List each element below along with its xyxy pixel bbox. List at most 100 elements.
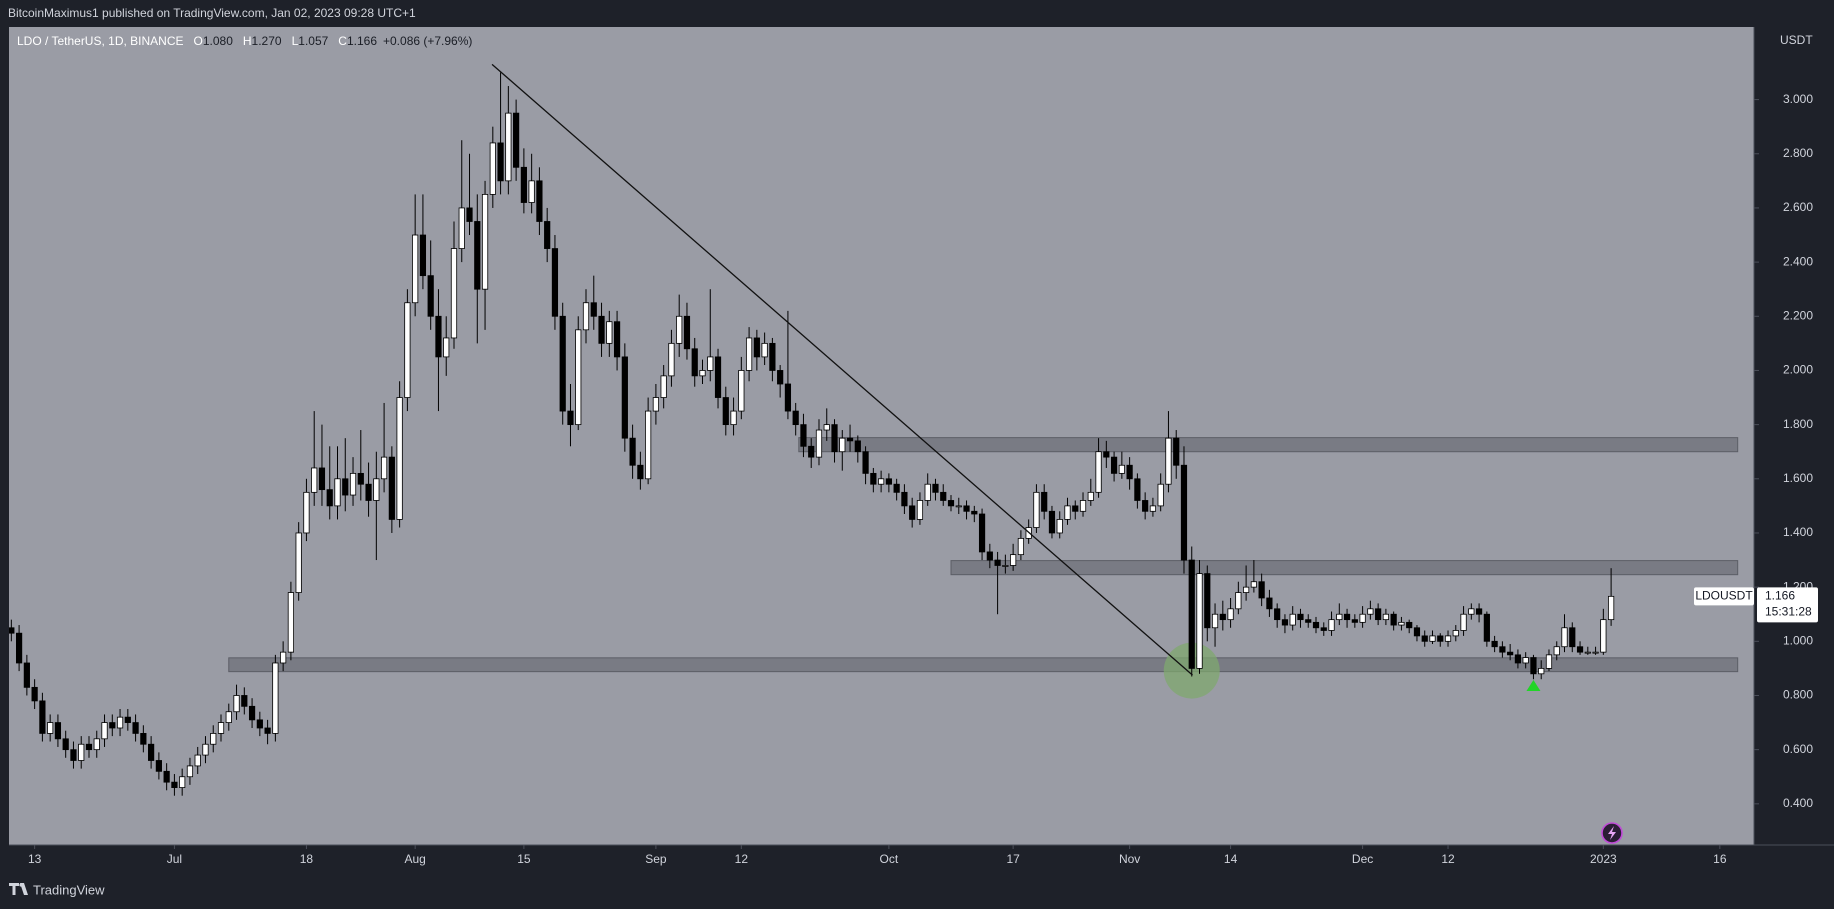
x-tick-label: Oct xyxy=(880,852,899,866)
logo xyxy=(9,883,28,895)
y-tick-label: 2.800 xyxy=(1783,146,1813,160)
candle-body xyxy=(124,716,131,723)
legend-value: 1.166 xyxy=(347,34,377,48)
candle-body xyxy=(621,356,628,439)
candle-body xyxy=(1010,554,1017,566)
candle-body xyxy=(78,743,85,761)
candle-body xyxy=(777,370,784,385)
currency: USDT xyxy=(1780,33,1813,47)
candle-body xyxy=(443,337,450,358)
candle-body xyxy=(326,489,333,507)
candle-body xyxy=(194,754,201,767)
candle-body xyxy=(652,397,660,412)
candle-body xyxy=(1561,627,1568,648)
candle-body xyxy=(47,722,54,734)
candle-body xyxy=(854,440,861,453)
candle-body xyxy=(419,234,427,277)
candle-body xyxy=(1569,627,1576,648)
candle-body xyxy=(1437,635,1444,642)
candle-body xyxy=(474,221,481,290)
candle-body xyxy=(986,551,993,561)
candle-body xyxy=(210,733,217,745)
legend-key: O xyxy=(194,34,203,48)
candle-body xyxy=(1134,478,1141,501)
candle-body xyxy=(1196,573,1203,669)
candle-body xyxy=(1514,654,1522,664)
candle-body xyxy=(225,711,232,723)
candle-body xyxy=(458,207,465,249)
candle-body xyxy=(62,738,69,751)
candle-body xyxy=(916,500,924,520)
y-tick-label: 0.400 xyxy=(1783,796,1813,810)
y-tick-label: 0.800 xyxy=(1783,688,1813,702)
candle-body xyxy=(645,410,652,480)
candle-body xyxy=(1538,667,1545,675)
candle-body xyxy=(1258,581,1265,599)
candle-body xyxy=(1530,657,1537,675)
candle-body xyxy=(1056,519,1063,534)
candle-body xyxy=(924,483,931,501)
candle-body xyxy=(481,193,489,290)
candle-body xyxy=(940,491,947,501)
candle-body xyxy=(1444,635,1452,642)
candle-body xyxy=(1398,621,1405,626)
candle-body xyxy=(963,505,970,512)
candle-body xyxy=(1281,619,1289,626)
candle-body xyxy=(575,329,582,426)
candle-body xyxy=(745,337,753,371)
candle-body xyxy=(1157,483,1164,507)
candle-body xyxy=(1103,451,1110,458)
candle-body xyxy=(1048,510,1056,534)
candle-body xyxy=(1592,651,1599,654)
x-tick-label: Jul xyxy=(167,852,182,866)
candle-body xyxy=(1522,657,1529,664)
publisher: BitcoinMaximus1 published on TradingView… xyxy=(8,6,416,20)
candle-body xyxy=(388,456,395,520)
candle-body xyxy=(1600,619,1607,653)
candle-body xyxy=(1064,505,1071,520)
candle-body xyxy=(637,464,644,480)
candle-body xyxy=(1553,646,1560,656)
candle-body xyxy=(846,437,854,442)
candle-body xyxy=(769,342,776,371)
candle-body xyxy=(870,472,877,485)
legend-key: C xyxy=(338,34,347,48)
candle-body xyxy=(691,348,698,377)
y-tick-label: 1.600 xyxy=(1783,471,1813,485)
candle-body xyxy=(1305,619,1312,623)
candle-body xyxy=(1204,573,1211,629)
candle-body xyxy=(365,483,372,501)
candle-body xyxy=(412,234,419,304)
candle-body xyxy=(528,180,535,203)
candle-body xyxy=(85,743,93,751)
legend: LDO / TetherUS, 1D, BINANCE O1.080 H1.270 L… xyxy=(17,34,472,48)
countdown: 15:31:28 xyxy=(1765,605,1812,619)
candle-body xyxy=(901,491,908,507)
candle-body xyxy=(1429,635,1436,642)
candle-body xyxy=(699,370,706,377)
candle-body xyxy=(815,429,823,458)
candle-body xyxy=(1507,651,1514,656)
y-tick-label: 1.400 xyxy=(1783,525,1813,539)
change: +0.086 (+7.96%) xyxy=(383,34,472,48)
candle-body xyxy=(373,478,380,501)
candle-body xyxy=(1149,505,1157,512)
candle-body xyxy=(590,302,597,317)
candle-body xyxy=(971,510,978,515)
candle-body xyxy=(1173,437,1180,466)
candle-body xyxy=(93,738,100,751)
trendline xyxy=(491,63,1193,676)
candle-body xyxy=(54,722,62,740)
candle-body xyxy=(1406,621,1413,629)
candle-body xyxy=(1033,491,1040,528)
candle-body xyxy=(1413,627,1421,637)
y-tick-label: 3.000 xyxy=(1783,92,1813,106)
candle-body xyxy=(1243,586,1250,593)
candle-body xyxy=(808,445,815,458)
candle-body xyxy=(179,776,186,788)
candle-body xyxy=(1328,619,1335,631)
symbol: LDO / TetherUS, 1D, BINANCE xyxy=(17,34,184,48)
candle-body xyxy=(1095,451,1102,493)
candle-body xyxy=(450,248,458,339)
x-tick-label: 18 xyxy=(300,852,314,866)
